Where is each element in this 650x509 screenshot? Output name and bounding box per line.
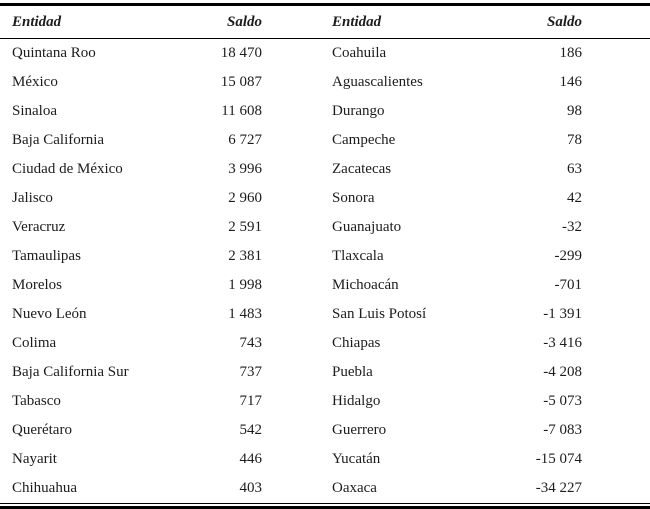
entity-cell-right: Durango [332, 104, 385, 119]
table-row: Tamaulipas 2 381 Tlaxcala -299 [0, 242, 650, 271]
table-row: Tabasco 717 Hidalgo -5 073 [0, 387, 650, 416]
entity-cell-right: Guanajuato [332, 220, 402, 235]
saldo-cell-right: 146 [559, 75, 583, 90]
saldo-cell-left: 2 381 [228, 249, 262, 264]
saldo-cell-left: 2 960 [228, 191, 262, 206]
entity-cell-right: Hidalgo [332, 394, 381, 409]
saldo-cell-right: -32 [562, 220, 582, 235]
saldo-cell-left: 11 608 [221, 104, 262, 119]
saldo-cell-left: 6 727 [228, 133, 262, 148]
entity-cell-right: Aguascalientes [332, 75, 423, 90]
saldo-cell-left: 737 [239, 365, 263, 380]
saldo-cell-right: 98 [567, 104, 582, 119]
entity-cell-left: Veracruz [12, 220, 66, 235]
table-row: Colima 743 Chiapas -3 416 [0, 329, 650, 358]
entity-cell-right: Zacatecas [332, 162, 392, 177]
entity-cell-left: Nayarit [12, 452, 57, 467]
entity-cell-left: México [12, 75, 58, 90]
table-row: México 15 087 Aguascalientes 146 [0, 68, 650, 97]
entity-cell-right: Tlaxcala [332, 249, 384, 264]
table-row: Querétaro 542 Guerrero -7 083 [0, 416, 650, 445]
header-entidad-left: Entidad [12, 14, 62, 30]
table-row: Baja California Sur 737 Puebla -4 208 [0, 358, 650, 387]
entity-cell-left: Baja California Sur [12, 365, 129, 380]
table-row: Quintana Roo 18 470 Coahuila 186 [0, 39, 650, 68]
saldo-cell-right: -5 073 [543, 394, 582, 409]
entity-cell-left: Morelos [12, 278, 62, 293]
saldo-cell-right: 42 [567, 191, 582, 206]
entity-cell-left: Colima [12, 336, 57, 351]
saldo-cell-left: 542 [239, 423, 263, 438]
saldo-cell-left: 15 087 [220, 75, 262, 90]
entity-cell-left: Quintana Roo [12, 46, 96, 61]
entity-cell-right: Yucatán [332, 452, 381, 467]
table-row: Morelos 1 998 Michoacán -701 [0, 271, 650, 300]
table-row: Sinaloa 11 608 Durango 98 [0, 97, 650, 126]
entity-cell-left: Sinaloa [12, 104, 57, 119]
saldo-cell-right: -4 208 [543, 365, 582, 380]
table-header-row: Entidad Saldo Entidad Saldo [0, 6, 650, 39]
table-row: Jalisco 2 960 Sonora 42 [0, 184, 650, 213]
saldo-cell-left: 1 998 [228, 278, 262, 293]
saldo-cell-right: 63 [567, 162, 582, 177]
entity-cell-left: Jalisco [12, 191, 53, 206]
table-row: Baja California 6 727 Campeche 78 [0, 126, 650, 155]
saldo-cell-left: 717 [239, 394, 263, 409]
saldo-cell-right: -34 227 [535, 481, 582, 496]
entity-cell-right: Oaxaca [332, 481, 377, 496]
entity-cell-right: Chiapas [332, 336, 381, 351]
saldo-cell-left: 403 [239, 481, 263, 496]
entity-cell-right: Sonora [332, 191, 375, 206]
saldo-cell-right: -3 416 [543, 336, 582, 351]
header-saldo-left: Saldo [226, 14, 262, 30]
saldo-cell-left: 743 [239, 336, 263, 351]
entity-cell-right: Guerrero [332, 423, 387, 438]
entity-cell-right: Michoacán [332, 278, 399, 293]
saldo-cell-right: -7 083 [543, 423, 582, 438]
entity-cell-right: Puebla [332, 365, 373, 380]
entity-cell-right: San Luis Potosí [332, 307, 427, 322]
saldo-cell-right: -701 [554, 278, 583, 293]
table-row: Chihuahua 403 Oaxaca -34 227 [0, 474, 650, 503]
table-body: Quintana Roo 18 470 Coahuila 186 México 15 08… [0, 39, 650, 504]
saldo-cell-right: 78 [567, 133, 582, 148]
saldo-cell-right: -1 391 [543, 307, 582, 322]
table-bottom-rule [0, 506, 650, 509]
header-saldo-right: Saldo [546, 14, 582, 30]
entity-cell-left: Ciudad de México [12, 162, 123, 177]
table-row: Nayarit 446 Yucatán -15 074 [0, 445, 650, 474]
header-entidad-right: Entidad [332, 14, 382, 30]
saldo-cell-left: 1 483 [228, 307, 262, 322]
entity-cell-left: Nuevo León [12, 307, 87, 322]
entity-cell-left: Baja California [12, 133, 105, 148]
table-row: Nuevo León 1 483 San Luis Potosí -1 391 [0, 300, 650, 329]
entity-cell-left: Chihuahua [12, 481, 77, 496]
saldo-cell-right: 186 [559, 46, 583, 61]
saldo-cell-left: 446 [239, 452, 263, 467]
entity-cell-left: Querétaro [12, 423, 72, 438]
saldo-cell-left: 2 591 [228, 220, 262, 235]
entity-cell-left: Tamaulipas [12, 249, 81, 264]
balance-table: Entidad Saldo Entidad Saldo Quintana Roo… [0, 3, 650, 509]
table-row: Veracruz 2 591 Guanajuato -32 [0, 213, 650, 242]
entity-cell-right: Coahuila [332, 46, 387, 61]
saldo-cell-right: -299 [554, 249, 583, 264]
entity-cell-right: Campeche [332, 133, 396, 148]
table-row: Ciudad de México 3 996 Zacatecas 63 [0, 155, 650, 184]
entity-cell-left: Tabasco [12, 394, 61, 409]
saldo-cell-left: 18 470 [220, 46, 262, 61]
saldo-cell-right: -15 074 [535, 452, 582, 467]
saldo-cell-left: 3 996 [228, 162, 262, 177]
